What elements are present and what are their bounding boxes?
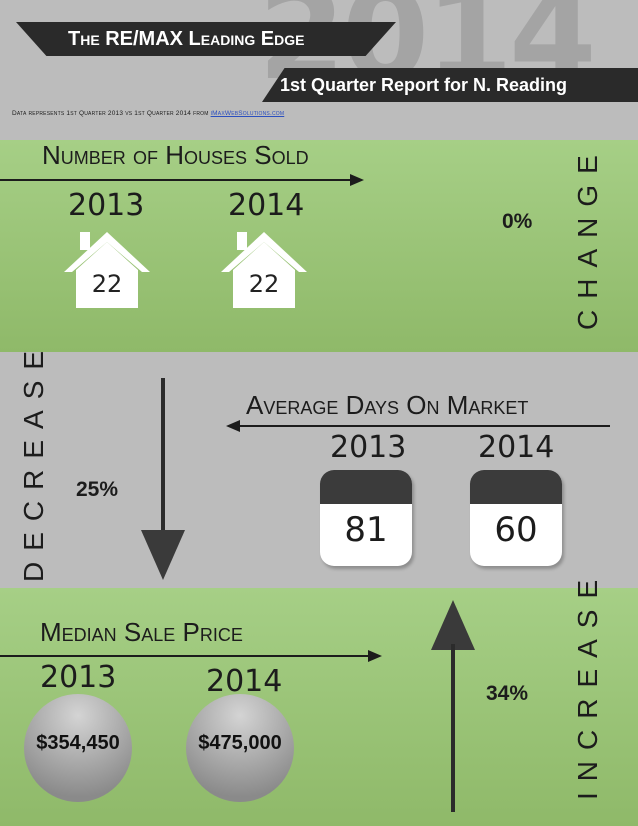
days-value-2013: 81 <box>344 510 388 550</box>
price-circle-2013: $354,450 <box>24 694 132 802</box>
houses-year-2014: 2014 <box>228 188 305 223</box>
left-arrow-icon <box>238 425 610 427</box>
house-icon: 22 <box>219 230 309 310</box>
days-change-pct: 25% <box>76 478 119 501</box>
houses-value-2013: 22 <box>91 270 123 298</box>
report-subtitle-banner: 1st Quarter Report for N. Reading <box>262 68 638 102</box>
houses-change-pct: 0% <box>502 210 533 233</box>
data-source-text: Data represents 1st Quarter 2013 vs 1st … <box>12 110 211 117</box>
right-arrow-head-icon <box>368 650 382 662</box>
price-value-2013: $354,450 <box>36 732 120 754</box>
houses-year-2013: 2013 <box>68 188 145 223</box>
houses-value-2014: 22 <box>248 270 280 298</box>
right-arrow-icon <box>0 179 352 181</box>
days-title: Average Days On Market <box>246 390 529 420</box>
days-change-label: DECREASE <box>18 339 49 582</box>
right-arrow-icon <box>0 655 370 657</box>
price-year-2013: 2013 <box>40 660 117 695</box>
price-year-2014: 2014 <box>206 664 283 699</box>
price-change-label: INCREASE <box>572 568 603 800</box>
calendar-header <box>320 470 412 504</box>
houses-change-label: CHANGE <box>572 144 603 330</box>
price-change-pct: 34% <box>486 682 529 705</box>
calendar-icon: 81 <box>320 470 412 566</box>
data-source-link[interactable]: iMaxWebSolutions.com <box>210 110 285 117</box>
house-shape <box>64 232 150 308</box>
days-value-2014: 60 <box>494 510 538 550</box>
house-icon: 22 <box>62 230 152 310</box>
up-arrow-icon <box>431 600 475 812</box>
house-shape <box>221 232 307 308</box>
days-year-2014: 2014 <box>478 430 555 465</box>
data-source-note: Data represents 1st Quarter 2013 vs 1st … <box>12 110 284 117</box>
report-title-banner: The RE/MAX Leading Edge <box>16 22 396 56</box>
left-arrow-head-icon <box>226 420 240 432</box>
median-price-title: Median Sale Price <box>40 617 243 647</box>
houses-sold-title: Number of Houses Sold <box>42 140 309 170</box>
report-subtitle: 1st Quarter Report for N. Reading <box>280 74 568 95</box>
right-arrow-head-icon <box>350 174 364 186</box>
report-title: The RE/MAX Leading Edge <box>68 27 305 50</box>
price-value-2014: $475,000 <box>198 732 282 754</box>
price-circle-2014: $475,000 <box>186 694 294 802</box>
calendar-header <box>470 470 562 504</box>
days-year-2013: 2013 <box>330 430 407 465</box>
down-arrow-icon <box>141 378 185 580</box>
calendar-icon: 60 <box>470 470 562 566</box>
